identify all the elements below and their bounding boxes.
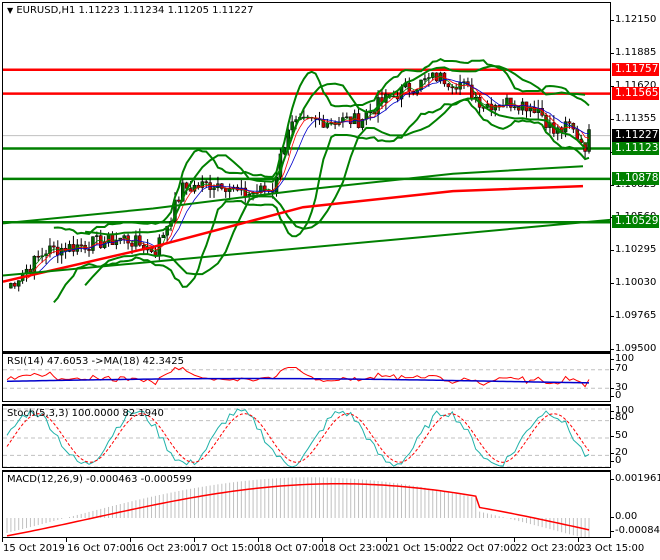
macd-tick-zero: 0.00 <box>609 511 638 522</box>
time-label: 17 Oct 15:00 <box>195 543 261 554</box>
time-tick <box>514 538 515 542</box>
price-level-label: 1.10529 <box>612 215 659 229</box>
price-level-label: 1.11123 <box>612 141 659 155</box>
time-label: 22 Oct 07:00 <box>451 543 517 554</box>
time-label: 18 Oct 23:00 <box>323 543 389 554</box>
time-tick <box>450 538 451 542</box>
time-label: 16 Oct 07:00 <box>67 543 133 554</box>
rsi-tick-30: 30 <box>610 382 628 393</box>
price-tick: 1.09500 <box>609 343 657 354</box>
stoch-canvas <box>3 408 610 467</box>
rsi-axis: 100 70 30 0 <box>609 352 660 402</box>
rsi-tick-0: 0 <box>609 390 622 401</box>
rsi-title: RSI(14) 47.6053 ->MA(18) 42.3425 <box>7 356 184 367</box>
chart-title: ▼ EURUSD,H1 1.11223 1.11234 1.11205 1.11… <box>7 5 254 16</box>
price-tick: 1.11620 <box>609 79 657 91</box>
price-level-label: 1.10878 <box>612 171 659 185</box>
stoch-axis: 100 80 50 20 0 <box>609 404 660 468</box>
price-tick: 1.10295 <box>609 244 657 256</box>
stoch-tick-20: 20 <box>610 447 628 458</box>
time-tick <box>386 538 387 542</box>
price-chart-canvas <box>3 57 610 304</box>
time-tick <box>130 538 131 542</box>
time-tick <box>578 538 579 542</box>
stoch-title: Stoch(5,3,3) 100.0000 82.1940 <box>7 408 164 419</box>
time-label: 15 Oct 2019 <box>3 543 65 554</box>
stoch-panel[interactable]: Stoch(5,3,3) 100.0000 82.1940 <box>2 404 611 468</box>
macd-panel[interactable]: MACD(12,26,9) -0.000463 -0.000599 <box>2 470 611 538</box>
dropdown-triangle-icon[interactable]: ▼ <box>7 6 14 15</box>
stoch-tick-100: 100 <box>609 405 635 416</box>
macd-tick-max: 0.001961 <box>610 474 660 484</box>
time-tick <box>258 538 259 542</box>
time-tick <box>66 538 67 542</box>
price-tick: 1.11355 <box>609 112 657 124</box>
rsi-tick-70: 70 <box>610 363 628 374</box>
macd-canvas <box>6 477 590 537</box>
price-tick: 1.12150 <box>609 14 657 25</box>
time-tick <box>322 538 323 542</box>
time-tick <box>194 538 195 542</box>
price-level-label: 1.11565 <box>612 86 659 100</box>
price-chart-panel[interactable]: ▼ EURUSD,H1 1.11223 1.11234 1.11205 1.11… <box>2 2 611 352</box>
stoch-tick-50: 50 <box>610 430 628 441</box>
rsi-tick-100: 100 <box>609 353 635 364</box>
time-label: 23 Oct 15:00 <box>579 543 645 554</box>
macd-title: MACD(12,26,9) -0.000463 -0.000599 <box>7 474 192 485</box>
time-label: 21 Oct 15:00 <box>387 543 453 554</box>
price-axis: 1.121501.118851.116201.113551.110901.108… <box>609 2 660 354</box>
time-label: 16 Oct 23:00 <box>131 543 197 554</box>
price-level-label: 1.11227 <box>612 128 659 142</box>
price-level-label: 1.11757 <box>612 62 659 76</box>
stoch-tick-80: 80 <box>610 412 628 423</box>
rsi-panel[interactable]: RSI(14) 47.6053 ->MA(18) 42.3425 <box>2 352 611 402</box>
time-tick <box>2 538 3 542</box>
price-tick: 1.11885 <box>609 46 657 58</box>
price-tick: 1.10030 <box>609 277 657 289</box>
rsi-canvas <box>3 366 610 389</box>
stoch-tick-0: 0 <box>609 455 622 466</box>
time-label: 18 Oct 07:00 <box>259 543 325 554</box>
time-label: 22 Oct 23:00 <box>515 543 581 554</box>
price-tick: 1.09765 <box>609 310 657 322</box>
